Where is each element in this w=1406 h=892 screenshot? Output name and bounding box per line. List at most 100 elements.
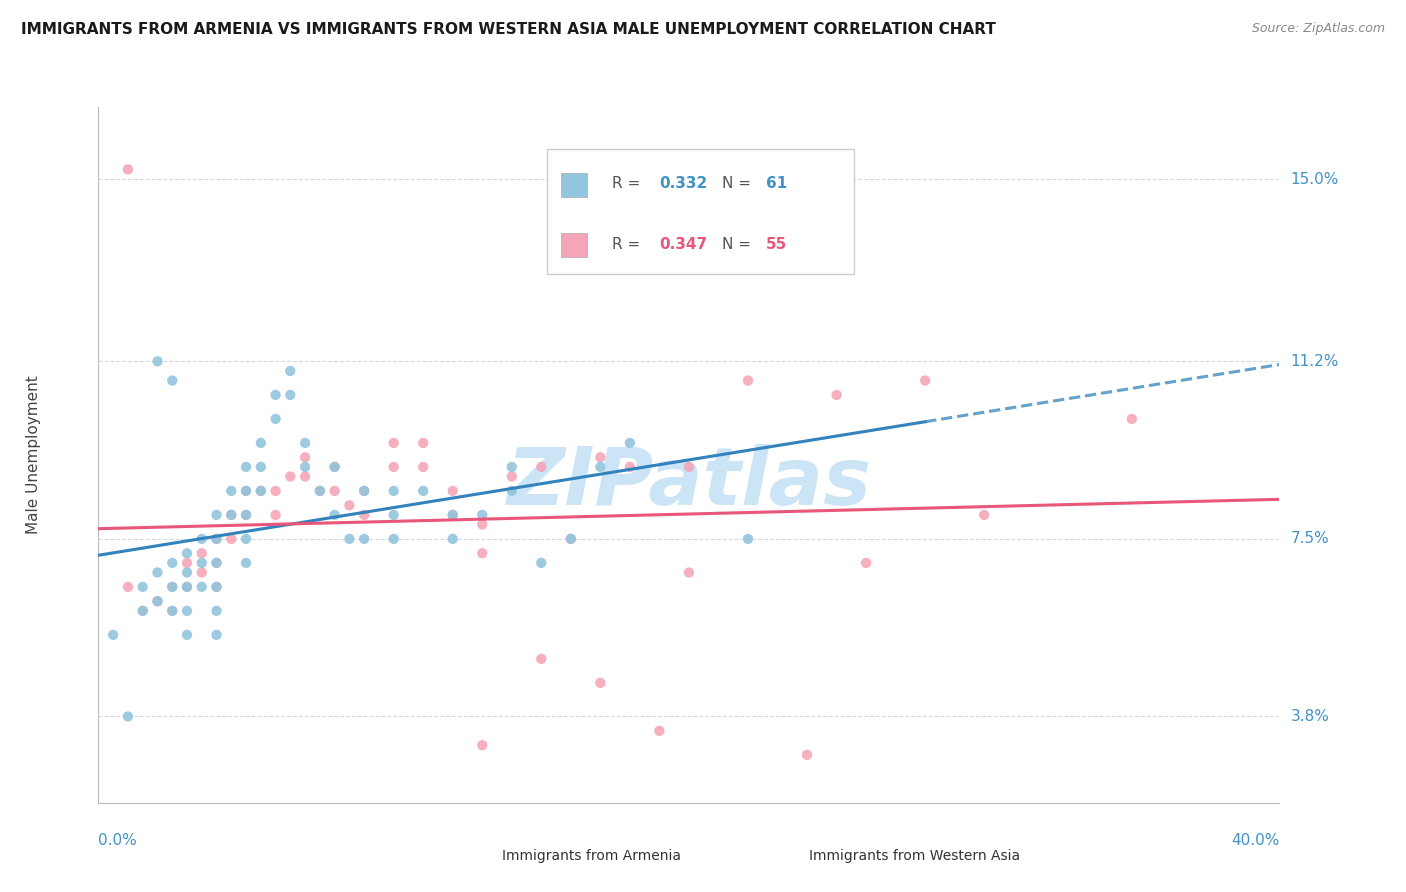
- Point: [146, 594, 169, 608]
- Point: [471, 508, 494, 522]
- Point: [278, 388, 302, 402]
- Point: [146, 354, 169, 368]
- Point: [737, 532, 759, 546]
- Point: [441, 483, 464, 498]
- Point: [294, 436, 316, 450]
- Point: [162, 580, 183, 594]
- Point: [205, 580, 228, 594]
- Point: [176, 604, 198, 618]
- Text: 11.2%: 11.2%: [1291, 354, 1339, 369]
- Point: [146, 566, 169, 580]
- Point: [471, 738, 494, 752]
- Point: [235, 508, 257, 522]
- Point: [191, 546, 214, 560]
- Point: [264, 388, 287, 402]
- Point: [219, 483, 242, 498]
- Point: [501, 469, 523, 483]
- Point: [250, 436, 273, 450]
- Point: [589, 450, 612, 465]
- Text: ZIPatlas: ZIPatlas: [506, 443, 872, 522]
- Point: [162, 556, 183, 570]
- Point: [501, 483, 523, 498]
- Point: [619, 459, 641, 474]
- Point: [678, 459, 700, 474]
- Text: 0.0%: 0.0%: [98, 833, 138, 848]
- Point: [441, 532, 464, 546]
- Point: [589, 676, 612, 690]
- Point: [825, 388, 848, 402]
- Point: [501, 459, 523, 474]
- Text: 0.347: 0.347: [659, 236, 707, 252]
- Point: [530, 652, 553, 666]
- Point: [219, 532, 242, 546]
- Point: [914, 374, 936, 388]
- FancyBboxPatch shape: [759, 846, 797, 868]
- Point: [235, 556, 257, 570]
- Point: [205, 604, 228, 618]
- Point: [678, 566, 700, 580]
- Point: [176, 628, 198, 642]
- Text: 0.332: 0.332: [659, 177, 707, 192]
- Point: [412, 459, 434, 474]
- Point: [530, 459, 553, 474]
- Point: [278, 469, 302, 483]
- Point: [205, 628, 228, 642]
- Point: [560, 532, 582, 546]
- Point: [264, 412, 287, 426]
- Point: [412, 436, 434, 450]
- Point: [235, 483, 257, 498]
- Text: Immigrants from Armenia: Immigrants from Armenia: [502, 849, 682, 863]
- Point: [132, 604, 155, 618]
- Text: 7.5%: 7.5%: [1291, 532, 1329, 547]
- Point: [205, 508, 228, 522]
- Point: [250, 459, 273, 474]
- Point: [191, 566, 214, 580]
- Point: [264, 483, 287, 498]
- Point: [323, 459, 346, 474]
- Point: [219, 508, 242, 522]
- Point: [205, 580, 228, 594]
- Point: [294, 469, 316, 483]
- Point: [205, 556, 228, 570]
- Point: [264, 508, 287, 522]
- Point: [337, 532, 360, 546]
- Point: [648, 723, 671, 738]
- Text: 55: 55: [766, 236, 787, 252]
- Point: [250, 483, 273, 498]
- Point: [162, 374, 183, 388]
- Point: [353, 483, 375, 498]
- Point: [176, 580, 198, 594]
- Text: N =: N =: [723, 177, 756, 192]
- Point: [235, 532, 257, 546]
- Point: [235, 483, 257, 498]
- Point: [323, 459, 346, 474]
- Point: [353, 483, 375, 498]
- Point: [471, 517, 494, 532]
- FancyBboxPatch shape: [561, 233, 588, 257]
- Point: [176, 546, 198, 560]
- Point: [176, 556, 198, 570]
- Point: [162, 604, 183, 618]
- Point: [250, 483, 273, 498]
- Point: [162, 604, 183, 618]
- Point: [382, 508, 405, 522]
- Text: R =: R =: [612, 236, 645, 252]
- Point: [1121, 412, 1143, 426]
- Point: [441, 508, 464, 522]
- Point: [278, 364, 302, 378]
- Point: [353, 508, 375, 522]
- Text: 61: 61: [766, 177, 787, 192]
- Point: [589, 459, 612, 474]
- Point: [353, 532, 375, 546]
- Point: [235, 508, 257, 522]
- FancyBboxPatch shape: [561, 173, 588, 197]
- Point: [176, 580, 198, 594]
- Point: [162, 580, 183, 594]
- Point: [382, 436, 405, 450]
- Point: [855, 556, 877, 570]
- Point: [737, 374, 759, 388]
- Text: Source: ZipAtlas.com: Source: ZipAtlas.com: [1251, 22, 1385, 36]
- Point: [235, 459, 257, 474]
- Text: Male Unemployment: Male Unemployment: [25, 376, 41, 534]
- Point: [117, 709, 139, 723]
